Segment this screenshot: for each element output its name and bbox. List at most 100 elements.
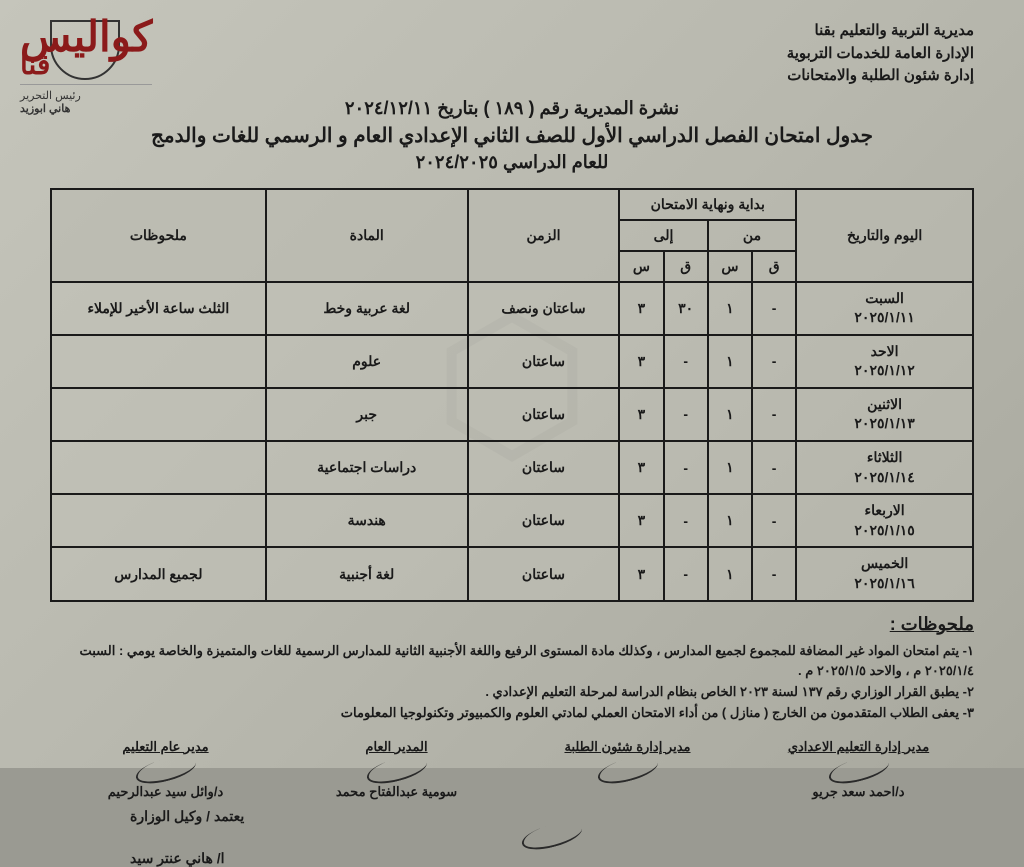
cell-to-s: ٣: [619, 282, 663, 335]
cell-duration: ساعتان: [468, 335, 620, 388]
cell-subject: لغة عربية وخط: [266, 282, 468, 335]
ministry-block: مديرية التربية والتعليم بقنا الإدارة الع…: [787, 20, 974, 88]
cell-from-q: -: [752, 335, 796, 388]
th-from-s: س: [708, 251, 752, 282]
cell-to-q: -: [664, 547, 708, 600]
approve-label: يعتمد / وكيل الوزارة: [130, 808, 974, 825]
cell-from-s: ١: [708, 441, 752, 494]
title-line1: نشرة المديرية رقم ( ١٨٩ ) بتاريخ ٢٠٢٤/١٢…: [50, 98, 974, 119]
table-row: الاثنين٢٠٢٥/١/١٣ - ١ - ٣ ساعتان جبر: [51, 388, 973, 441]
cell-duration: ساعتان: [468, 388, 620, 441]
cell-to-s: ٣: [619, 547, 663, 600]
approve-name: ا/ هاني عنتر سيد: [130, 850, 974, 867]
cell-date: الخميس٢٠٢٥/١/١٦: [796, 547, 973, 600]
cell-date: الاثنين٢٠٢٥/١/١٣: [796, 388, 973, 441]
cell-from-s: ١: [708, 547, 752, 600]
cell-duration: ساعتان: [468, 494, 620, 547]
title-block: نشرة المديرية رقم ( ١٨٩ ) بتاريخ ٢٠٢٤/١٢…: [50, 98, 974, 173]
cell-note: [51, 441, 266, 494]
cell-note: لجميع المدارس: [51, 547, 266, 600]
cell-date: الاربعاء٢٠٢٥/١/١٥: [796, 494, 973, 547]
cell-to-q: -: [664, 388, 708, 441]
notes-title: ملحوظات :: [50, 614, 974, 635]
th-day-date: اليوم والتاريخ: [796, 189, 973, 282]
brand-main: كواليسقنا: [20, 20, 152, 76]
cell-duration: ساعتان ونصف: [468, 282, 620, 335]
approval-block: يعتمد / وكيل الوزارة ا/ هاني عنتر سيد: [50, 808, 974, 867]
approve-signature: [130, 825, 974, 850]
cell-subject: علوم: [266, 335, 468, 388]
brand-logo: كواليسقنا رئيس التحرير هاني ابوزيد: [20, 20, 152, 115]
cell-to-s: ٣: [619, 335, 663, 388]
cell-from-s: ١: [708, 335, 752, 388]
sig-title: مدير إدارة شئون الطلبة: [512, 739, 743, 755]
cell-to-s: ٣: [619, 441, 663, 494]
th-from-q: ق: [752, 251, 796, 282]
sig-title: مدير عام التعليم: [50, 739, 281, 755]
sig-name: د/احمد سعد جريو: [743, 784, 974, 800]
table-row: السبت٢٠٢٥/١/١١ - ١ ٣٠ ٣ ساعتان ونصف لغة …: [51, 282, 973, 335]
signature-column: مدير عام التعليم د/وائل سيد عبدالرحيم: [50, 739, 281, 800]
cell-note: [51, 494, 266, 547]
ministry-line3: إدارة شئون الطلبة والامتحانات: [787, 65, 974, 88]
cell-date: الاحد٢٠٢٥/١/١٢: [796, 335, 973, 388]
cell-to-s: ٣: [619, 494, 663, 547]
th-notes: ملحوظات: [51, 189, 266, 282]
th-duration: الزمن: [468, 189, 620, 282]
signature-scribble: [50, 759, 281, 784]
ministry-line2: الإدارة العامة للخدمات التربوية: [787, 43, 974, 66]
signature-column: مدير إدارة شئون الطلبة: [512, 739, 743, 800]
cell-to-q: -: [664, 494, 708, 547]
cell-duration: ساعتان: [468, 441, 620, 494]
ministry-line1: مديرية التربية والتعليم بقنا: [787, 20, 974, 43]
note-item: ٢- يطبق القرار الوزاري رقم ١٣٧ لسنة ٢٠٢٣…: [50, 682, 974, 703]
notes-list: ١- يتم امتحان المواد غير المضافة للمجموع…: [50, 641, 974, 724]
sig-title: مدير إدارة التعليم الاعدادي: [743, 739, 974, 755]
cell-from-q: -: [752, 282, 796, 335]
signature-column: المدير العام سومية عبدالفتاح محمد: [281, 739, 512, 800]
signature-scribble: [743, 759, 974, 784]
signature-column: مدير إدارة التعليم الاعدادي د/احمد سعد ج…: [743, 739, 974, 800]
sig-title: المدير العام: [281, 739, 512, 755]
cell-from-q: -: [752, 388, 796, 441]
note-item: ٣- يعفى الطلاب المتقدمون من الخارج ( منا…: [50, 703, 974, 724]
cell-duration: ساعتان: [468, 547, 620, 600]
th-to-q: ق: [664, 251, 708, 282]
exam-schedule-table: اليوم والتاريخ بداية ونهاية الامتحان الز…: [50, 188, 974, 602]
cell-to-q: -: [664, 335, 708, 388]
cell-from-s: ١: [708, 494, 752, 547]
title-line3: للعام الدراسي ٢٠٢٤/٢٠٢٥: [50, 152, 974, 173]
cell-from-q: -: [752, 547, 796, 600]
table-row: الخميس٢٠٢٥/١/١٦ - ١ - ٣ ساعتان لغة أجنبي…: [51, 547, 973, 600]
th-from: من: [708, 220, 796, 251]
table-row: الثلاثاء٢٠٢٥/١/١٤ - ١ - ٣ ساعتان دراسات …: [51, 441, 973, 494]
cell-note: [51, 388, 266, 441]
cell-from-q: -: [752, 494, 796, 547]
cell-to-s: ٣: [619, 388, 663, 441]
signature-scribble: [281, 759, 512, 784]
cell-from-s: ١: [708, 388, 752, 441]
table-row: الاربعاء٢٠٢٥/١/١٥ - ١ - ٣ ساعتان هندسة: [51, 494, 973, 547]
signatures-row: مدير إدارة التعليم الاعدادي د/احمد سعد ج…: [50, 739, 974, 800]
th-subject: المادة: [266, 189, 468, 282]
title-line2: جدول امتحان الفصل الدراسي الأول للصف الث…: [50, 123, 974, 148]
cell-date: الثلاثاء٢٠٢٥/١/١٤: [796, 441, 973, 494]
cell-subject: هندسة: [266, 494, 468, 547]
cell-from-q: -: [752, 441, 796, 494]
sig-name: د/وائل سيد عبدالرحيم: [50, 784, 281, 800]
th-exam-time: بداية ونهاية الامتحان: [619, 189, 796, 220]
header-row: مديرية التربية والتعليم بقنا الإدارة الع…: [50, 20, 974, 88]
th-to-s: س: [619, 251, 663, 282]
cell-note: الثلث ساعة الأخير للإملاء: [51, 282, 266, 335]
note-item: ١- يتم امتحان المواد غير المضافة للمجموع…: [50, 641, 974, 683]
document-paper: ⬡ مديرية التربية والتعليم بقنا الإدارة ا…: [0, 0, 1024, 768]
cell-subject: جبر: [266, 388, 468, 441]
th-to: إلى: [619, 220, 708, 251]
cell-subject: لغة أجنبية: [266, 547, 468, 600]
sig-name: سومية عبدالفتاح محمد: [281, 784, 512, 800]
signature-scribble: [512, 759, 743, 784]
cell-to-q: -: [664, 441, 708, 494]
table-row: الاحد٢٠٢٥/١/١٢ - ١ - ٣ ساعتان علوم: [51, 335, 973, 388]
cell-date: السبت٢٠٢٥/١/١١: [796, 282, 973, 335]
brand-editor: رئيس التحرير هاني ابوزيد: [20, 84, 152, 115]
